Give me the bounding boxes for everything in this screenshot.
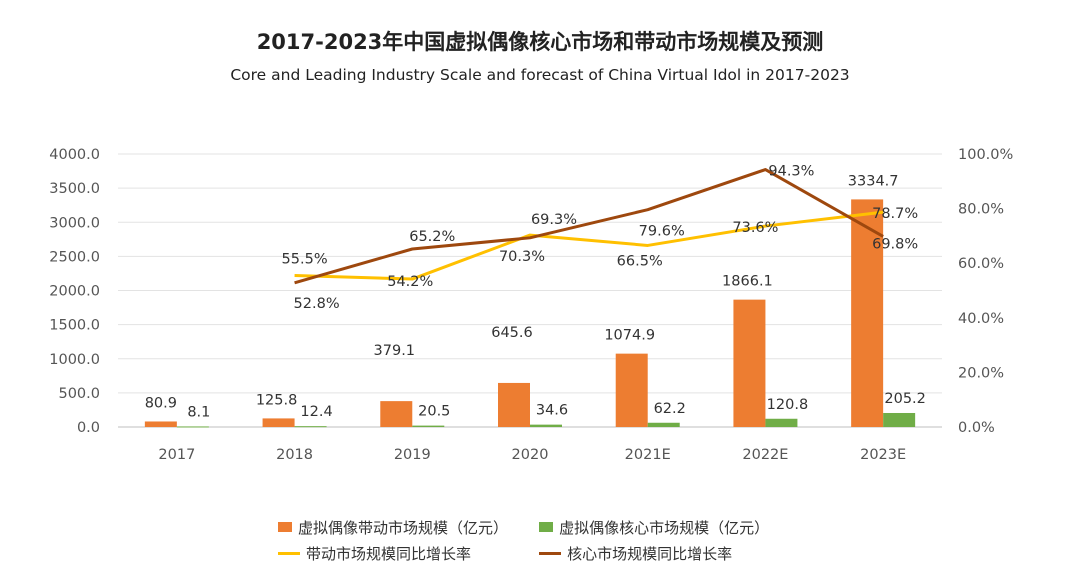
data-label-core-growth: 65.2% bbox=[409, 229, 455, 245]
data-label-core-market: 120.8 bbox=[767, 397, 809, 413]
data-label-core-growth: 79.6% bbox=[639, 224, 685, 240]
data-label-leading-growth: 66.5% bbox=[617, 253, 663, 269]
bar-core-market bbox=[883, 412, 916, 427]
chart-subtitle: Core and Leading Industry Scale and fore… bbox=[230, 66, 850, 84]
bar-core-market bbox=[294, 426, 327, 428]
bar-core-market bbox=[647, 422, 680, 427]
bar-leading-market bbox=[498, 382, 530, 427]
data-label-core-market: 12.4 bbox=[300, 404, 332, 420]
data-label-core-market: 20.5 bbox=[418, 404, 450, 420]
y-right-tick-label: 60.0% bbox=[958, 256, 1004, 272]
y-left-tick-label: 500.0 bbox=[58, 386, 100, 402]
data-label-leading-market: 1866.1 bbox=[722, 274, 773, 290]
data-label-core-market: 62.2 bbox=[654, 401, 686, 417]
y-right-tick-label: 20.0% bbox=[958, 365, 1004, 381]
legend-label-leading-market: 虚拟偶像带动市场规模（亿元） bbox=[298, 518, 509, 537]
y-left-tick-label: 0.0 bbox=[77, 420, 100, 436]
bar-core-market bbox=[176, 426, 209, 428]
data-label-leading-growth: 54.2% bbox=[387, 274, 433, 290]
data-label-leading-market: 80.9 bbox=[145, 395, 177, 411]
bar-leading-market bbox=[380, 401, 413, 427]
y-left-tick-label: 1500.0 bbox=[49, 318, 100, 334]
data-label-leading-market: 645.6 bbox=[491, 325, 533, 341]
bar-core-market bbox=[765, 418, 798, 427]
data-label-core-market: 205.2 bbox=[884, 391, 926, 407]
x-tick-label: 2020 bbox=[512, 447, 549, 463]
legend-label-core-growth: 核心市场规模同比增长率 bbox=[567, 544, 733, 563]
legend-swatch-core-market bbox=[539, 522, 554, 532]
x-tick-label: 2017 bbox=[158, 447, 195, 463]
data-label-leading-growth: 55.5% bbox=[282, 251, 328, 267]
y-left-tick-label: 2500.0 bbox=[49, 249, 100, 265]
bar-core-market bbox=[412, 425, 445, 427]
data-label-leading-growth: 73.6% bbox=[732, 220, 778, 236]
chart-legend: 虚拟偶像带动市场规模（亿元） 虚拟偶像核心市场规模（亿元） 带动市场规模同比增长… bbox=[278, 514, 838, 566]
legend-label-leading-growth: 带动市场规模同比增长率 bbox=[306, 544, 472, 563]
line-core-growth bbox=[294, 168, 884, 285]
legend-item-leading-market: 虚拟偶像带动市场规模（亿元） bbox=[278, 517, 539, 538]
legend-item-core-growth: 核心市场规模同比增长率 bbox=[539, 543, 838, 564]
bar-leading-market bbox=[733, 299, 766, 427]
data-label-core-growth: 69.8% bbox=[872, 236, 918, 252]
bar-leading-market bbox=[262, 418, 295, 427]
data-label-leading-market: 379.1 bbox=[374, 343, 416, 359]
data-label-leading-market: 3334.7 bbox=[848, 173, 899, 189]
data-label-leading-market: 125.8 bbox=[256, 392, 298, 408]
y-left-tick-label: 4000.0 bbox=[49, 147, 100, 163]
line-leading-growth bbox=[294, 210, 884, 281]
legend-label-core-market: 虚拟偶像核心市场规模（亿元） bbox=[559, 518, 770, 537]
x-tick-label: 2022E bbox=[742, 447, 788, 463]
bar-core-market bbox=[530, 424, 562, 427]
x-tick-label: 2018 bbox=[276, 447, 313, 463]
data-label-core-market: 8.1 bbox=[187, 404, 210, 420]
y-left-tick-label: 3000.0 bbox=[49, 215, 100, 231]
y-right-tick-label: 100.0% bbox=[958, 147, 1013, 163]
data-label-leading-market: 1074.9 bbox=[604, 328, 655, 344]
x-tick-label: 2023E bbox=[860, 447, 906, 463]
data-label-core-market: 34.6 bbox=[536, 403, 568, 419]
data-label-core-growth: 94.3% bbox=[768, 164, 814, 180]
data-label-leading-growth: 70.3% bbox=[499, 249, 545, 265]
legend-item-leading-growth: 带动市场规模同比增长率 bbox=[278, 543, 539, 564]
y-left-tick-label: 2000.0 bbox=[49, 284, 100, 300]
data-label-leading-growth: 78.7% bbox=[872, 206, 918, 222]
y-left-tick-label: 3500.0 bbox=[49, 181, 100, 197]
bar-leading-market bbox=[851, 199, 884, 427]
x-tick-label: 2021E bbox=[625, 447, 671, 463]
y-right-tick-label: 80.0% bbox=[958, 202, 1004, 218]
legend-swatch-leading-growth bbox=[278, 551, 300, 555]
y-right-tick-label: 0.0% bbox=[958, 420, 995, 436]
legend-swatch-leading-market bbox=[278, 522, 292, 532]
bar-leading-market bbox=[615, 353, 648, 427]
data-label-core-growth: 69.3% bbox=[531, 212, 577, 228]
chart-title: 2017-2023年中国虚拟偶像核心市场和带动市场规模及预测 bbox=[256, 30, 824, 54]
y-left-tick-label: 1000.0 bbox=[49, 352, 100, 368]
legend-swatch-core-growth bbox=[539, 551, 562, 555]
y-right-tick-label: 40.0% bbox=[958, 311, 1004, 327]
x-tick-label: 2019 bbox=[394, 447, 431, 463]
legend-item-core-market: 虚拟偶像核心市场规模（亿元） bbox=[539, 517, 838, 538]
bar-leading-market bbox=[144, 421, 177, 427]
data-label-core-growth: 52.8% bbox=[294, 296, 340, 312]
